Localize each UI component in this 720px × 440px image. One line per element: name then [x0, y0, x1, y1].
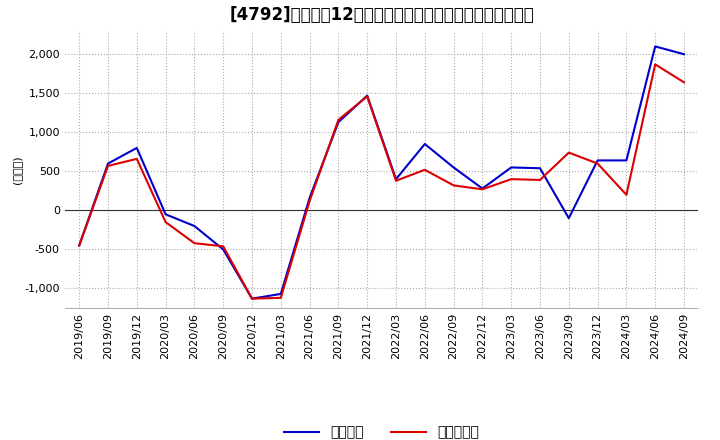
経常利益 [305, 195, 314, 201]
経常利益 [507, 165, 516, 170]
Y-axis label: (百万円): (百万円) [12, 155, 22, 184]
当期純利益 [248, 296, 256, 301]
経常利益 [190, 224, 199, 229]
経常利益 [104, 161, 112, 166]
経常利益 [536, 165, 544, 171]
Legend: 経常利益, 当期純利益: 経常利益, 当期純利益 [279, 420, 485, 440]
経常利益 [622, 158, 631, 163]
当期純利益 [536, 177, 544, 183]
経常利益 [363, 93, 372, 98]
当期純利益 [622, 192, 631, 198]
経常利益 [334, 120, 343, 125]
当期純利益 [651, 62, 660, 67]
経常利益 [132, 145, 141, 150]
当期純利益 [219, 244, 228, 249]
当期純利益 [507, 176, 516, 182]
経常利益 [593, 158, 602, 163]
当期純利益 [334, 117, 343, 122]
当期純利益 [104, 163, 112, 169]
当期純利益 [449, 183, 458, 188]
当期純利益 [305, 198, 314, 204]
当期純利益 [161, 220, 170, 225]
経常利益 [449, 165, 458, 170]
当期純利益 [478, 187, 487, 192]
経常利益 [161, 212, 170, 217]
当期純利益 [392, 178, 400, 183]
当期純利益 [420, 167, 429, 172]
Line: 経常利益: 経常利益 [79, 46, 684, 299]
当期純利益 [593, 161, 602, 166]
当期純利益 [190, 241, 199, 246]
経常利益 [392, 176, 400, 182]
当期純利益 [564, 150, 573, 155]
経常利益 [248, 296, 256, 301]
経常利益 [478, 186, 487, 191]
当期純利益 [680, 80, 688, 85]
経常利益 [75, 243, 84, 248]
経常利益 [680, 51, 688, 57]
経常利益 [276, 291, 285, 297]
経常利益 [219, 247, 228, 252]
Line: 当期純利益: 当期純利益 [79, 64, 684, 299]
経常利益 [564, 216, 573, 221]
経常利益 [420, 141, 429, 147]
経常利益 [651, 44, 660, 49]
Title: [4792]　利益だ12か月移動合計の対前年同期増減額の推移: [4792] 利益だ12か月移動合計の対前年同期増減額の推移 [229, 6, 534, 24]
当期純利益 [276, 295, 285, 301]
当期純利益 [75, 243, 84, 248]
当期純利益 [132, 156, 141, 161]
当期純利益 [363, 94, 372, 99]
